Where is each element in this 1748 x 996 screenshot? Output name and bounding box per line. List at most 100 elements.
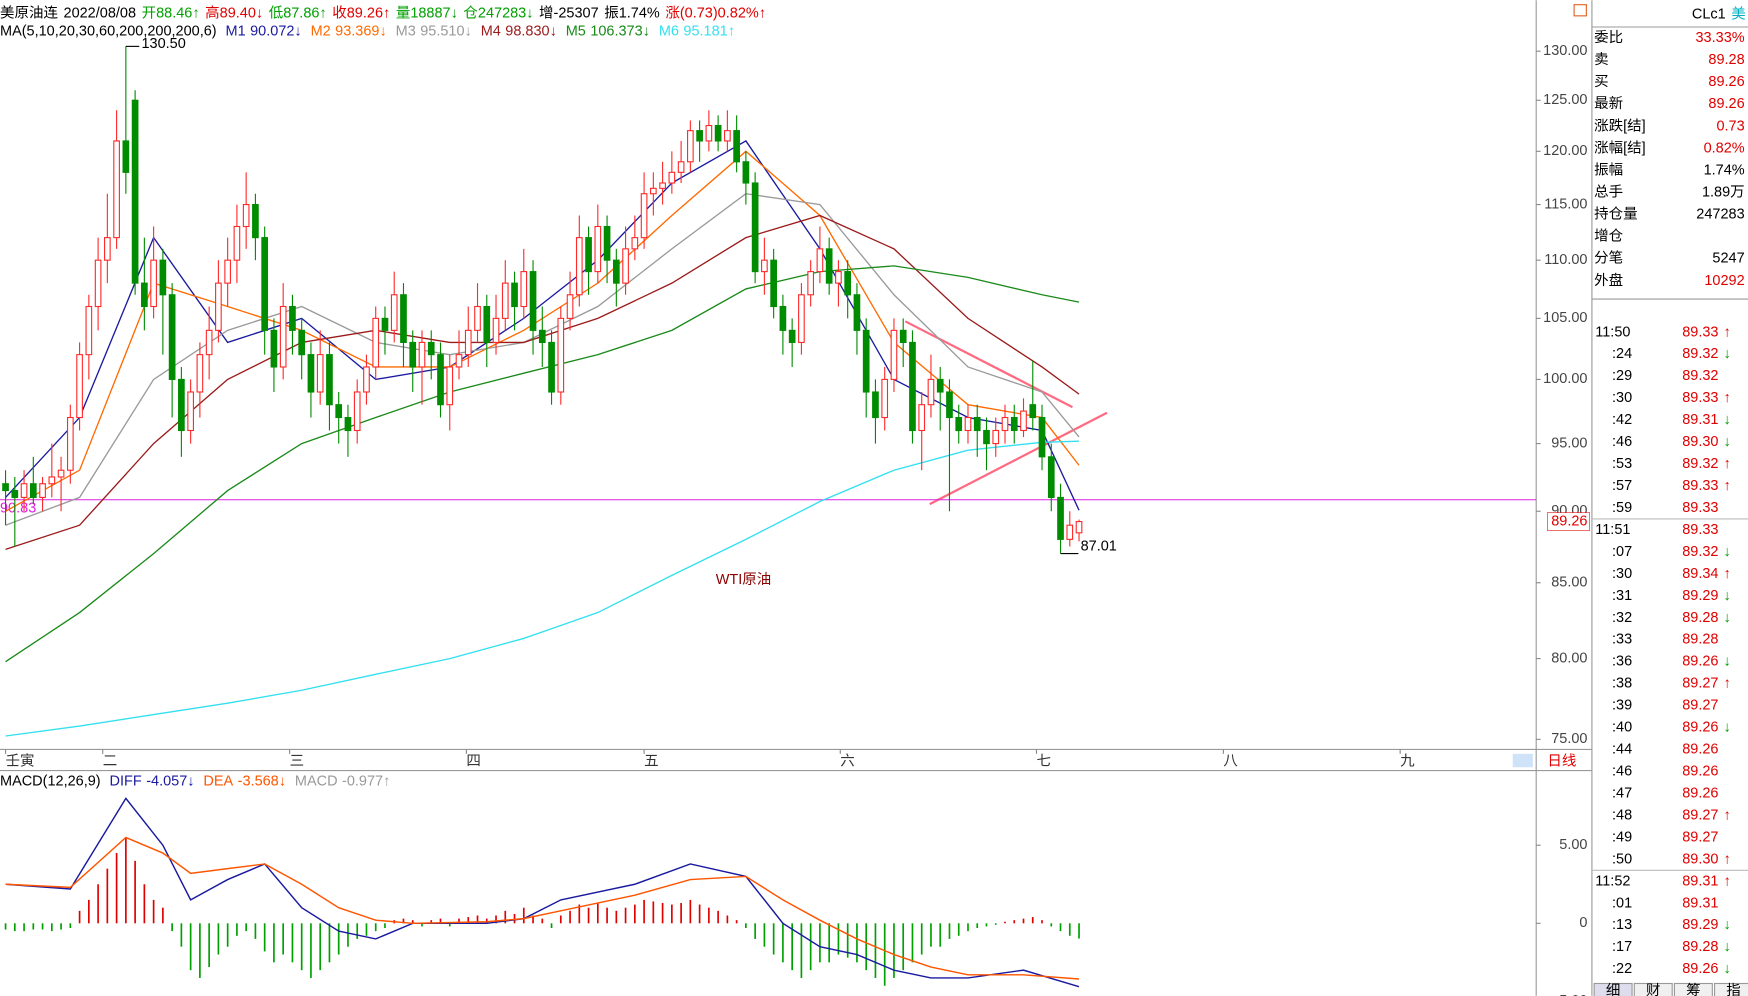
- candle-body: [94, 259, 102, 308]
- header-item: 涨(0.73)0.82%↑: [665, 4, 766, 21]
- x-tick-label: 八: [1223, 753, 1238, 769]
- tick-time: :49: [1612, 829, 1632, 845]
- candle-body: [529, 271, 537, 331]
- window-icon[interactable]: [1573, 4, 1587, 17]
- tick-time: :07: [1612, 544, 1632, 560]
- candle-body: [835, 271, 842, 284]
- candle-body: [872, 391, 879, 419]
- tick-time: :46: [1612, 434, 1632, 450]
- candle-body: [751, 182, 759, 273]
- tick-direction: ↑: [1723, 676, 1730, 692]
- quote-value: 89.28: [1708, 52, 1744, 68]
- tick-price: 89.29: [1682, 588, 1718, 604]
- quote-label: 外盘: [1594, 271, 1623, 289]
- quote-value: 33.33%: [1696, 30, 1745, 46]
- candle-body: [455, 354, 463, 368]
- tick-price: 89.33: [1682, 500, 1718, 516]
- candle-body: [344, 416, 352, 432]
- scroll-widget[interactable]: [1512, 753, 1533, 768]
- last-price-tag: [1547, 512, 1590, 531]
- y-tick-label: 120.00: [1543, 143, 1587, 159]
- tick-time: :29: [1612, 368, 1632, 384]
- tick-time: :39: [1612, 698, 1632, 714]
- header-item: 量18887↓: [396, 5, 458, 21]
- tab[interactable]: [1633, 982, 1673, 996]
- y-tick-label: 80.00: [1551, 650, 1587, 666]
- tick-direction: ↓: [1723, 588, 1730, 604]
- candle-body: [76, 354, 83, 419]
- tick-price: 89.26: [1682, 654, 1718, 670]
- candle-body: [196, 354, 204, 393]
- candle-body: [992, 429, 1000, 445]
- candle-body: [733, 130, 740, 163]
- tab-label[interactable]: 财: [1646, 982, 1661, 996]
- tick-time: :36: [1612, 654, 1632, 670]
- tab-label[interactable]: 指: [1726, 982, 1741, 996]
- tick-direction: ↑: [1723, 390, 1730, 406]
- tick-time: :17: [1612, 939, 1632, 955]
- tick-price: 89.32: [1682, 544, 1718, 560]
- tab[interactable]: [1673, 982, 1713, 996]
- candle-body: [1020, 410, 1027, 432]
- candle-body: [215, 282, 222, 331]
- quote-value: 89.26: [1708, 74, 1744, 90]
- candle-body: [566, 294, 574, 319]
- tick-price: 89.31: [1682, 895, 1718, 911]
- y-tick-label: 85.00: [1551, 575, 1587, 591]
- quote-label: 分笔: [1594, 250, 1623, 267]
- tick-price: 89.33: [1682, 478, 1718, 494]
- tick-price: 89.26: [1682, 961, 1718, 977]
- tab[interactable]: [1713, 982, 1748, 996]
- y-tick-label: 75.00: [1551, 731, 1587, 747]
- candle-body: [983, 429, 990, 445]
- candle-body: [187, 391, 194, 432]
- header-item: 美原油连: [0, 4, 58, 21]
- tick-time: :38: [1612, 676, 1632, 692]
- tick-time: :13: [1612, 917, 1632, 933]
- tick-direction: ↓: [1723, 544, 1730, 560]
- quote-label: 振幅: [1594, 161, 1623, 178]
- candle-body: [131, 99, 139, 284]
- tick-direction: ↑: [1723, 478, 1730, 494]
- tick-price: 89.31: [1682, 412, 1718, 428]
- x-tick-label: 二: [103, 753, 118, 769]
- tab[interactable]: [1593, 982, 1633, 996]
- tick-price: 89.27: [1682, 807, 1718, 823]
- tick-time: :44: [1612, 742, 1632, 758]
- tab-label[interactable]: 筹: [1686, 982, 1701, 996]
- candle-body: [788, 329, 796, 343]
- header-item: 高89.40↓: [205, 4, 263, 21]
- candle-body: [936, 378, 944, 393]
- tick-time: :57: [1612, 478, 1632, 494]
- tick-price: 89.28: [1682, 632, 1718, 648]
- quote-label: 涨跌[结]: [1594, 117, 1646, 134]
- tick-time: :40: [1612, 720, 1632, 736]
- y-tick-label: 110.00: [1544, 252, 1587, 268]
- legend-value: 106.373↓: [590, 23, 650, 39]
- x-tick-label: 七: [1036, 752, 1051, 769]
- legend-title: MACD(12,26,9): [0, 774, 101, 790]
- ma-legend: MA(5,10,20,30,60,200,200,200,6) M1 90.072↓…: [0, 23, 735, 39]
- candle-body: [575, 237, 583, 296]
- candle-body: [1075, 521, 1083, 534]
- candle-body: [687, 130, 694, 163]
- quote-label: 最新: [1594, 95, 1623, 112]
- tick-direction: ↑: [1723, 456, 1730, 472]
- legend-value: -0.977↑: [342, 774, 390, 790]
- tick-price: 89.27: [1682, 829, 1718, 845]
- candle-body: [104, 237, 111, 261]
- tick-price: 89.26: [1682, 720, 1718, 736]
- tab-label[interactable]: 细: [1606, 982, 1620, 996]
- candle-body: [48, 476, 56, 485]
- legend-name: MACD: [295, 774, 338, 790]
- candle-body: [29, 483, 37, 498]
- tick-price: 89.34: [1682, 566, 1718, 582]
- candle-body: [66, 416, 74, 471]
- candle-body: [381, 317, 389, 331]
- tick-price: 89.26: [1682, 742, 1718, 758]
- quote-value: 247283: [1696, 207, 1744, 223]
- candle-body: [85, 305, 93, 356]
- quote-value: 5247: [1712, 251, 1744, 267]
